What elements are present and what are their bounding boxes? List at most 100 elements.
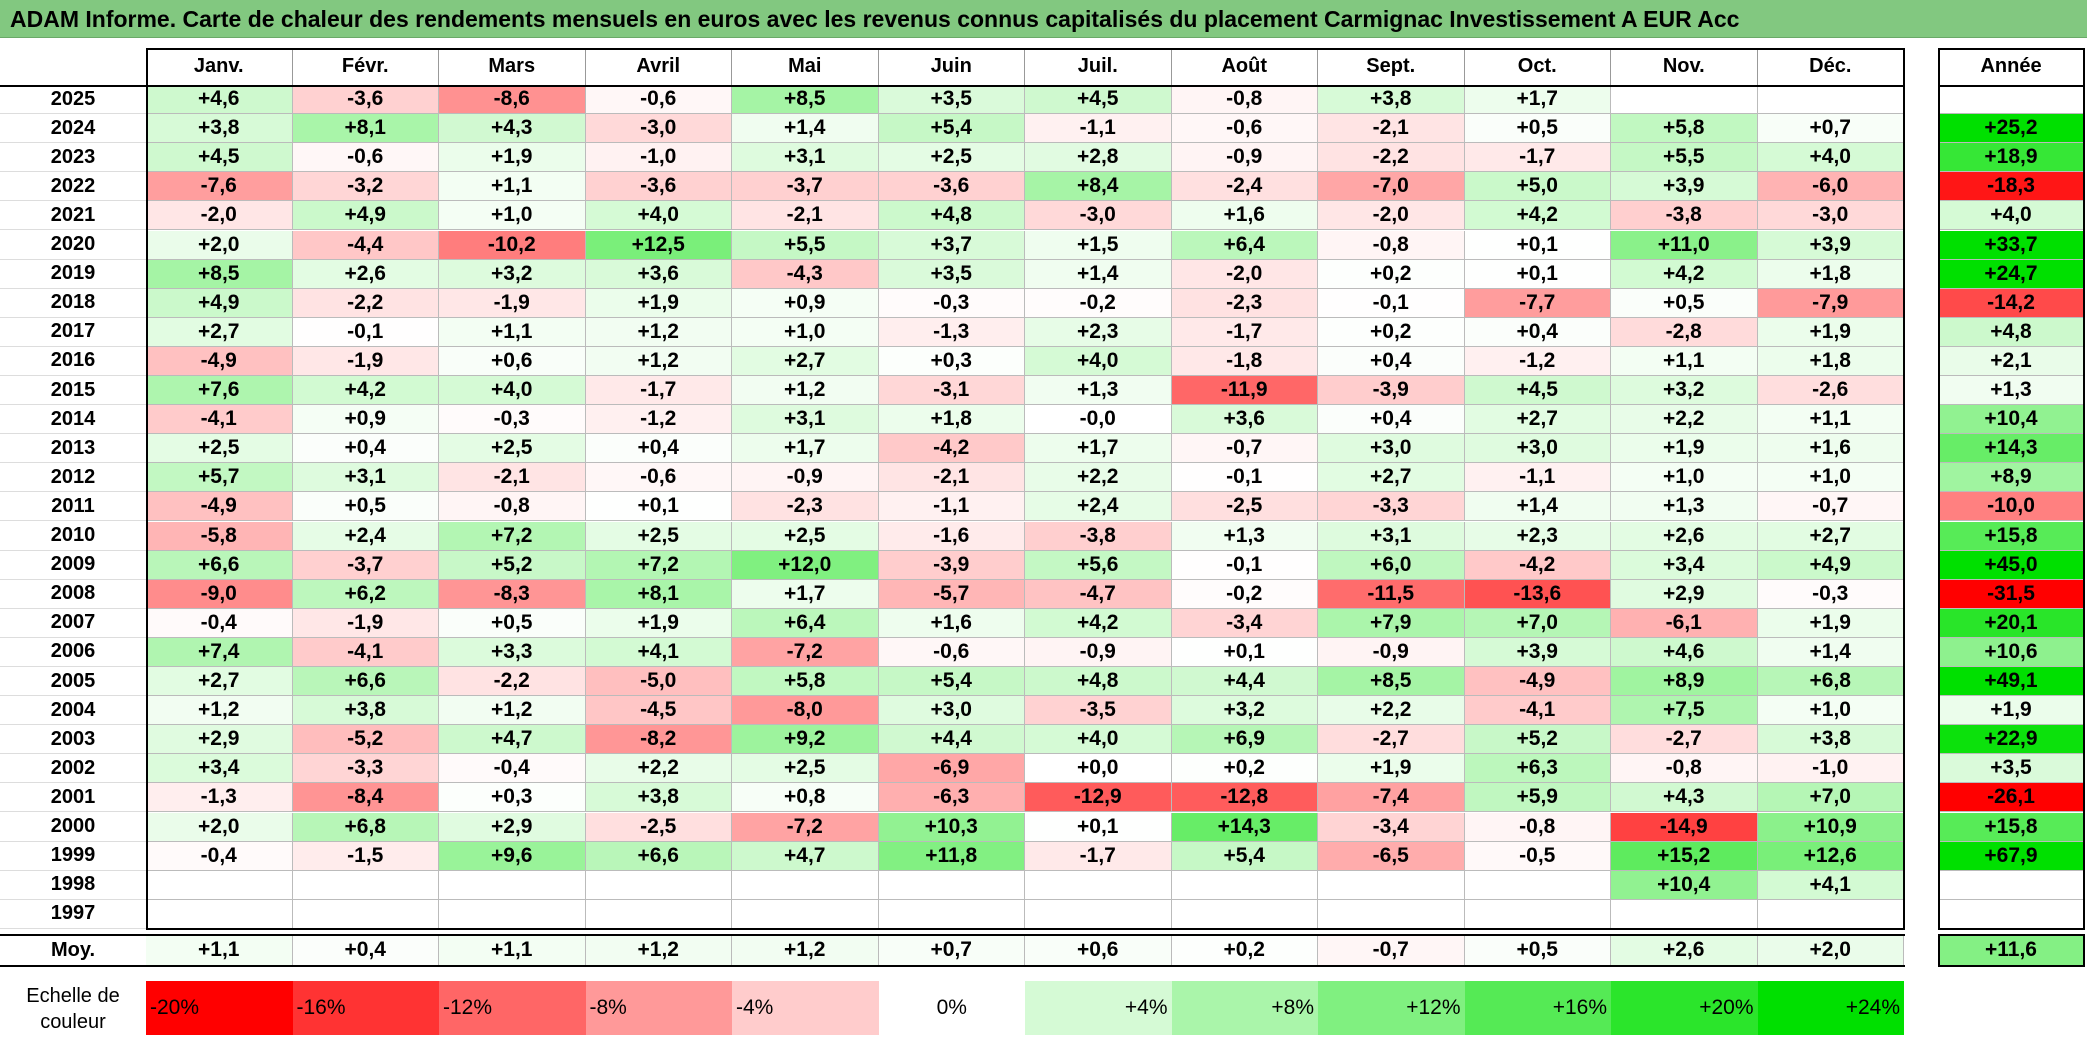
heatmap-cell: +1,4 [1757, 637, 1904, 667]
heatmap-cell: +3,9 [1464, 637, 1611, 667]
year-label: 2016 [0, 347, 146, 376]
heatmap-cell: +2,0 [146, 230, 293, 260]
heatmap-cell: -8,0 [732, 696, 879, 726]
month-header: Mai [732, 48, 879, 85]
scale-swatch: -8% [585, 981, 732, 1035]
heatmap-cell: +3,8 [1757, 725, 1904, 755]
average-cell: +0,6 [1025, 935, 1172, 965]
heatmap-cell: -7,6 [146, 172, 293, 202]
annual-frame-right [2083, 48, 2085, 930]
annual-frame-bottom [1938, 927, 2085, 930]
heatmap-cell: +1,5 [1025, 230, 1172, 260]
heatmap-cell: -0,1 [292, 317, 439, 347]
heatmap-cell: -1,2 [585, 405, 732, 435]
heatmap-cell: -4,9 [146, 346, 293, 376]
heatmap-cell: +1,0 [732, 317, 879, 347]
heatmap-cell: +2,9 [1611, 579, 1758, 609]
heatmap-cell: +3,2 [439, 259, 586, 289]
annual-cell: +15,8 [1938, 812, 2084, 842]
heatmap-cell: +0,0 [1025, 754, 1172, 784]
heatmap-cell [1464, 899, 1611, 929]
heatmap-cell: -0,7 [1171, 434, 1318, 464]
heatmap-cell: +2,9 [146, 725, 293, 755]
year-label: 2002 [0, 754, 146, 784]
heatmap-cell: +2,7 [146, 667, 293, 697]
year-label: 2001 [0, 783, 146, 813]
heatmap-cell: -0,4 [146, 608, 293, 638]
annual-cell: +2,1 [1938, 346, 2084, 376]
scale-label: Echelle de couleur [0, 983, 146, 1035]
heatmap-cell: -0,8 [439, 492, 586, 522]
heatmap-cell [878, 899, 1025, 929]
heatmap-cell: -8,4 [292, 783, 439, 813]
heatmap-cell: +5,0 [1464, 172, 1611, 202]
heatmap-cell [1757, 899, 1904, 929]
month-grid-frame-left [146, 48, 148, 930]
annual-cell [1938, 899, 2084, 929]
heatmap-cell [1318, 899, 1465, 929]
average-annual-frame-right [2083, 934, 2085, 967]
heatmap-cell: +4,0 [585, 201, 732, 231]
heatmap-cell: -4,2 [878, 434, 1025, 464]
heatmap-cell: +1,3 [1171, 521, 1318, 551]
annual-cell: -31,5 [1938, 579, 2084, 609]
heatmap-cell: +1,6 [878, 608, 1025, 638]
heatmap-cell [1171, 899, 1318, 929]
average-cell: +2,6 [1611, 935, 1758, 965]
scale-swatch: +16% [1464, 981, 1611, 1035]
heatmap-cell: +4,5 [1464, 376, 1611, 406]
year-label: 2022 [0, 172, 146, 202]
heatmap-cell: +3,9 [1611, 172, 1758, 202]
heatmap-cell: +8,5 [732, 85, 879, 115]
heatmap-cell: +4,9 [1757, 550, 1904, 580]
heatmap-cell: +1,8 [1757, 346, 1904, 376]
heatmap-cell: -2,7 [1611, 725, 1758, 755]
average-cell: +0,5 [1464, 935, 1611, 965]
heatmap-cell: +11,8 [878, 841, 1025, 871]
average-cell: +2,0 [1757, 935, 1904, 965]
heatmap-cell: +6,0 [1318, 550, 1465, 580]
heatmap-cell: +4,7 [439, 725, 586, 755]
heatmap-cell [439, 870, 586, 900]
heatmap-cell: -6,5 [1318, 841, 1465, 871]
heatmap-cell: +2,6 [292, 259, 439, 289]
annual-cell: +49,1 [1938, 667, 2084, 697]
heatmap-cell: +7,2 [585, 550, 732, 580]
heatmap-cell: +7,0 [1757, 783, 1904, 813]
heatmap-cell: -3,3 [292, 754, 439, 784]
heatmap-cell: +4,5 [146, 143, 293, 173]
heatmap-cell [732, 899, 879, 929]
heatmap-cell: +1,7 [732, 434, 879, 464]
chart-title: ADAM Informe. Carte de chaleur des rende… [10, 6, 1740, 32]
heatmap-cell: -3,3 [1318, 492, 1465, 522]
heatmap-cell: -1,2 [1464, 346, 1611, 376]
heatmap-cell: +0,9 [732, 288, 879, 318]
month-header: Mars [439, 48, 586, 85]
heatmap-cell: -2,2 [439, 667, 586, 697]
average-cell: +0,4 [292, 935, 439, 965]
heatmap-cell: +1,2 [439, 696, 586, 726]
heatmap-cell: +3,1 [292, 463, 439, 493]
heatmap-cell: -0,0 [1025, 405, 1172, 435]
heatmap-cell: -3,9 [878, 550, 1025, 580]
heatmap-cell: -0,6 [585, 85, 732, 115]
annual-cell: +4,8 [1938, 317, 2084, 347]
heatmap-cell: +3,7 [878, 230, 1025, 260]
heatmap-cell: -1,6 [878, 521, 1025, 551]
heatmap-cell: +0,4 [1318, 346, 1465, 376]
heatmap-cell: -0,8 [1464, 812, 1611, 842]
heatmap-cell: +7,9 [1318, 608, 1465, 638]
heatmap-cell: +3,1 [1318, 521, 1465, 551]
heatmap-cell: +1,9 [1757, 608, 1904, 638]
heatmap-cell: +3,3 [439, 637, 586, 667]
heatmap-cell: +10,9 [1757, 812, 1904, 842]
heatmap-cell: +1,7 [1464, 85, 1611, 115]
heatmap-cell: -2,1 [732, 201, 879, 231]
heatmap-cell: +10,4 [1611, 870, 1758, 900]
heatmap-cell: +6,3 [1464, 754, 1611, 784]
heatmap-cell: -5,2 [292, 725, 439, 755]
heatmap-cell: +6,6 [146, 550, 293, 580]
heatmap-cell: +0,1 [1025, 812, 1172, 842]
heatmap-cell: +4,3 [1611, 783, 1758, 813]
heatmap-cell: +1,9 [439, 143, 586, 173]
